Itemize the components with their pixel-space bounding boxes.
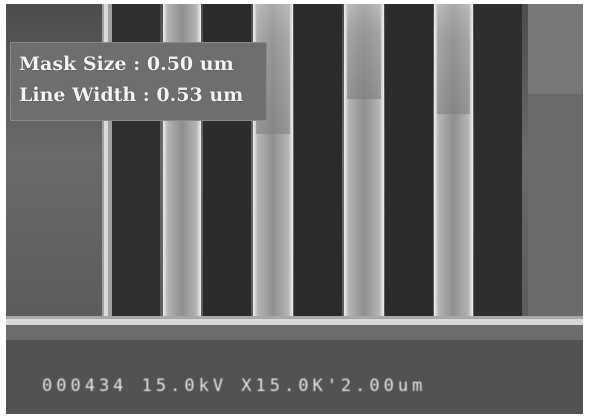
trench [385, 4, 433, 319]
trench [474, 4, 522, 319]
interface-line [6, 319, 583, 325]
line-width-label: Line Width : 0.53 um [19, 80, 258, 111]
sem-image: Mask Size : 0.50 um Line Width : 0.53 um… [6, 4, 583, 414]
resist-line-top [437, 4, 470, 114]
measurement-label-box: Mask Size : 0.50 um Line Width : 0.53 um [10, 42, 267, 121]
interface-glow [6, 316, 583, 319]
background-plateau [528, 4, 583, 94]
resist-line-top [347, 4, 381, 99]
substrate-transition [6, 325, 583, 340]
trench [294, 4, 342, 319]
sem-data-bar: 000434 15.0kV X15.0K'2.00um [6, 340, 583, 414]
sem-data-text: 000434 15.0kV X15.0K'2.00um [42, 376, 426, 396]
mask-size-label: Mask Size : 0.50 um [19, 49, 258, 80]
background-plateau-lower [528, 94, 583, 324]
